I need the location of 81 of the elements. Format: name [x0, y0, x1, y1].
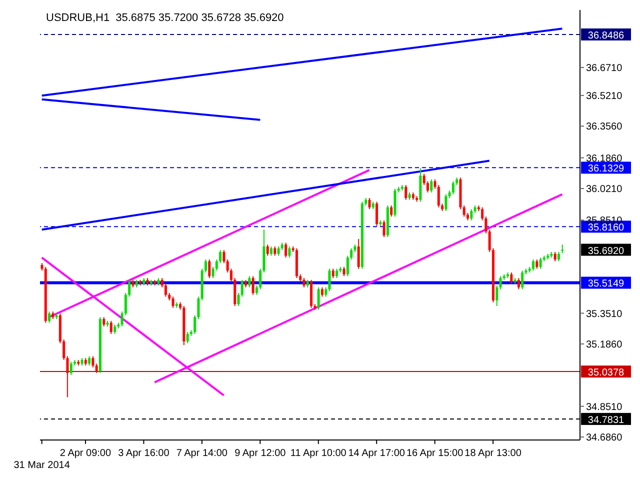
candlestick [532, 258, 534, 272]
ref-line-label: 35.5149 [588, 278, 625, 290]
candlestick [284, 242, 288, 258]
candlestick [430, 178, 433, 193]
candlestick [376, 201, 378, 226]
candlestick [70, 361, 72, 376]
candlestick [536, 258, 538, 270]
candlestick [274, 246, 276, 256]
x-tick-label: 11 Apr 10:00 [290, 448, 347, 459]
y-tick-label: 36.0210 [586, 184, 623, 196]
candlestick [554, 251, 556, 262]
candlestick [128, 279, 131, 298]
candlestick [561, 244, 564, 254]
candlestick [437, 184, 440, 208]
candlestick [336, 268, 338, 279]
y-tick-label: 35.1860 [586, 340, 623, 350]
y-tick-label: 34.6860 [586, 432, 623, 444]
candlestick [444, 194, 448, 212]
candlestick [317, 286, 320, 310]
ref-line-label: 36.1329 [588, 164, 625, 175]
y-tick-label: 36.6710 [586, 63, 623, 74]
candlestick [332, 268, 334, 279]
candlestick [357, 238, 360, 270]
candlestick [114, 324, 116, 334]
ref-line-label: 35.0378 [588, 368, 625, 379]
chart-title: USDRUB,H1 [46, 12, 110, 24]
x-tick-label: 2 Apr 09:00 [60, 448, 112, 459]
text: 35.6920 [588, 246, 625, 257]
candlestick [102, 316, 106, 327]
candlestick [255, 285, 258, 296]
x-tick-label: 14 Apr 17:00 [348, 448, 406, 459]
candlestick [346, 255, 349, 277]
candlestick [110, 320, 112, 334]
x-tick-label: 18 Apr 13:00 [464, 448, 522, 459]
candlestick [277, 246, 280, 256]
candlestick [320, 286, 324, 298]
candlestick [248, 276, 251, 288]
candlestick [252, 276, 254, 296]
candlestick [368, 198, 371, 210]
candlestick [557, 251, 560, 262]
x-tick-label: 16 Apr 15:00 [406, 448, 464, 459]
y-tick-label: 36.5210 [586, 90, 623, 102]
candlestick [302, 278, 306, 288]
candlestick [539, 257, 542, 270]
y-tick-label: 36.3560 [586, 122, 623, 133]
candlestick [404, 184, 408, 200]
candlestick [266, 244, 269, 256]
x-tick-label: 7 Apr 14:00 [176, 448, 228, 459]
x-tick-label: 31 Mar 2014 [14, 460, 70, 471]
candlestick [204, 258, 207, 273]
x-tick-label: 9 Apr 12:00 [234, 448, 286, 459]
y-tick-label: 34.8510 [586, 402, 623, 413]
candlestick [521, 270, 524, 290]
candlestick [48, 311, 51, 324]
candlestick [208, 258, 211, 279]
candlestick [510, 272, 513, 284]
candlestick [172, 296, 174, 308]
candlestick [517, 278, 520, 290]
candlestick [164, 283, 167, 298]
candlestick [270, 246, 272, 256]
candlestick [499, 276, 502, 290]
ref-line-label: 34.7831 [588, 414, 625, 426]
candlestick [222, 250, 226, 264]
candlestick [88, 356, 91, 366]
candlestick [288, 246, 291, 258]
candlestick [92, 356, 94, 368]
candlestick [95, 363, 98, 374]
candlestick [462, 204, 466, 218]
candlestick [452, 180, 454, 195]
candlestick [342, 266, 346, 277]
y-tick-label: 35.3510 [586, 308, 623, 320]
x-tick-label: 3 Apr 16:00 [118, 448, 170, 459]
ref-line-label: 36.8486 [588, 30, 625, 42]
candlestick [186, 332, 189, 344]
candlestick [390, 204, 393, 218]
chart-subtitle: 35.6875 35.7200 35.6728 35.6920 [116, 12, 284, 24]
candlestick [496, 285, 498, 306]
candlestick [382, 220, 386, 238]
candlestick [350, 248, 353, 260]
candlestick [219, 250, 222, 264]
candlestick [470, 208, 473, 221]
